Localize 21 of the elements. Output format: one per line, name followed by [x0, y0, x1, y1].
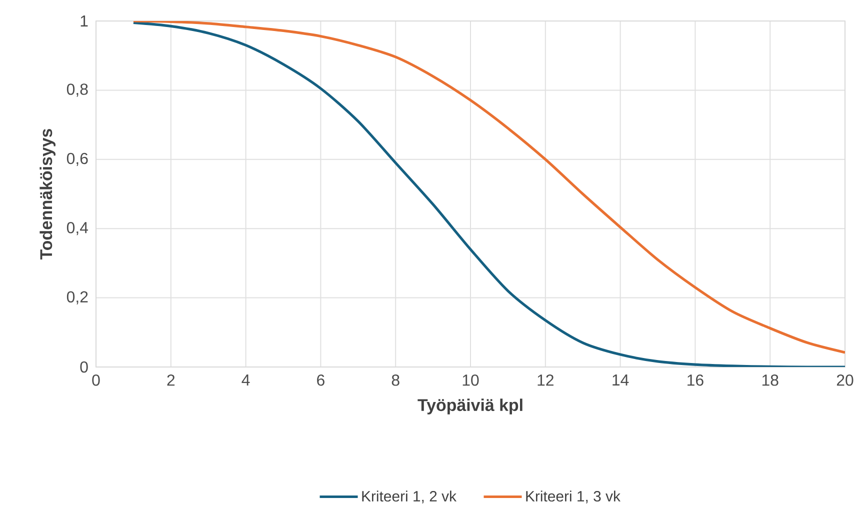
x-tick-label: 2: [167, 374, 175, 386]
x-tick-label: 4: [242, 374, 250, 386]
x-tick-label: 0: [92, 374, 100, 386]
y-tick-label: 0,6: [66, 152, 88, 166]
x-tick-label: 8: [392, 374, 400, 386]
x-tick-label: 12: [538, 374, 554, 386]
x-tick-label: 6: [317, 374, 324, 386]
x-tick-label: 18: [762, 374, 778, 386]
y-tick-label: 0: [80, 361, 88, 373]
legend-label: Kriteeri 1, 3 vk: [526, 490, 620, 504]
y-tick-label: 0,8: [66, 84, 88, 97]
x-tick-label: 10: [462, 374, 479, 386]
x-tick-label: 14: [612, 374, 629, 386]
x-tick-label: 20: [836, 374, 854, 386]
x-tick-label: 16: [688, 374, 704, 386]
x-axis-title: Työpäiviä kpl: [418, 398, 522, 414]
y-axis-title: Todennäköisyys: [40, 128, 56, 260]
y-tick-label: 0,2: [66, 291, 88, 304]
legend-label: Kriteeri 1, 2 vk: [362, 490, 457, 504]
y-tick-label: 1: [80, 16, 88, 26]
y-tick-label: 0,4: [66, 222, 88, 236]
